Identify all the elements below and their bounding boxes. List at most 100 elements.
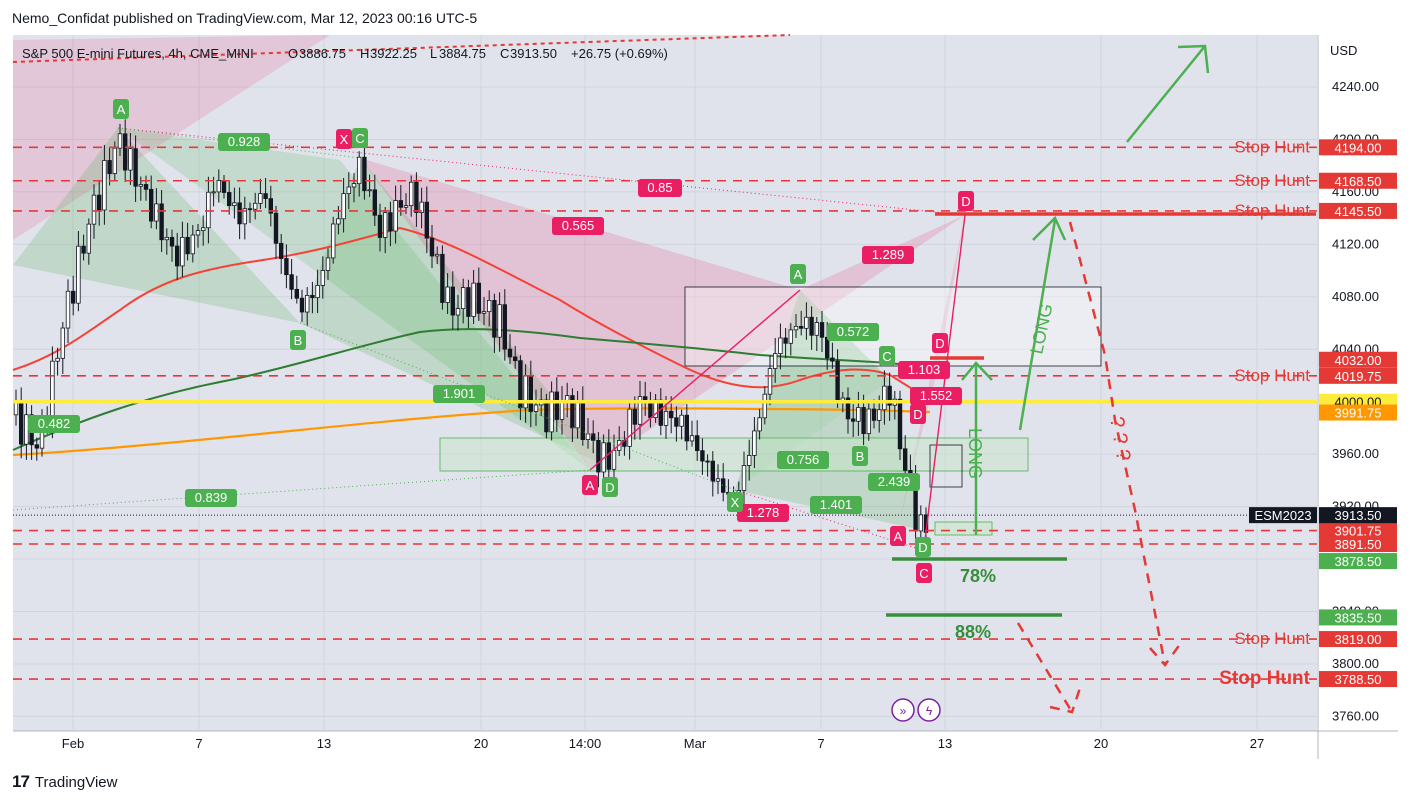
candle-body	[351, 183, 357, 188]
price-tag-label: 3901.75	[1335, 524, 1382, 539]
candle-body	[679, 414, 684, 427]
candle-body	[871, 408, 877, 421]
point-label-text: A	[586, 478, 595, 493]
bear-pattern-fill-3	[360, 158, 800, 470]
pattern-edges	[12, 127, 966, 551]
candle-body	[252, 202, 258, 210]
candle-body	[232, 202, 237, 206]
candle-body	[819, 322, 825, 338]
price-tag-label: 3835.50	[1335, 610, 1382, 625]
candle-body	[570, 395, 575, 429]
point-label	[727, 492, 743, 512]
ohlc-change: +26.75 (+0.69%)	[571, 46, 668, 61]
candle-body	[320, 270, 325, 286]
candle-body	[752, 430, 757, 456]
candle-body	[102, 160, 107, 211]
event-icon-2[interactable]	[917, 698, 941, 722]
candle-body	[611, 449, 617, 470]
ratio-label	[777, 451, 829, 469]
candle-body	[216, 180, 221, 193]
x-tick-label: 13	[938, 736, 952, 751]
candle-body	[721, 478, 726, 493]
bear-pattern-fill-2	[118, 128, 590, 470]
ratio-label	[910, 387, 962, 405]
candle-body	[226, 192, 232, 206]
bear-pattern-fill-1	[13, 35, 330, 240]
candle-body	[747, 455, 752, 466]
candles	[13, 119, 929, 549]
point-label	[916, 563, 932, 583]
point-label	[582, 475, 598, 495]
candle-body	[887, 385, 892, 406]
candle-body	[591, 433, 596, 441]
candle-body	[195, 230, 201, 236]
candle-body	[408, 181, 414, 206]
event-icon-1-glyph: »	[900, 704, 907, 718]
edge-4	[734, 489, 923, 551]
point-label-text: D	[913, 407, 922, 422]
point-label-text: A	[894, 529, 903, 544]
ohlc-high: 3922.25	[370, 46, 417, 61]
candle-body	[112, 147, 117, 174]
time-axis: Feb 7 13 20 14:00 Mar 7 13 20 27	[62, 736, 1264, 751]
candle-body	[778, 337, 783, 355]
candle-body	[24, 414, 29, 445]
svg-text:L: L	[430, 46, 437, 61]
candle-body	[97, 194, 102, 211]
candle-body	[13, 402, 19, 416]
ratio-label-text: 2.439	[878, 474, 911, 489]
candle-body	[330, 223, 336, 259]
publish-line: Nemo_Confidat published on TradingView.c…	[12, 10, 478, 26]
candle-body	[762, 393, 767, 419]
ratio-label-text: 1.552	[920, 388, 953, 403]
candle-body	[637, 396, 643, 425]
candle-body	[788, 329, 793, 344]
candle-body	[882, 385, 887, 411]
ohlc-open: 3886.75	[299, 46, 346, 61]
candle-body	[382, 212, 388, 238]
ohlc-values: O 3886.75 H 3922.25 L 3884.75 C 3913.50 +26.…	[288, 46, 668, 61]
price-tag-label: 3991.75	[1335, 406, 1382, 421]
candle-body	[695, 435, 700, 452]
point-label-text: D	[918, 540, 927, 555]
x-tick-label: 27	[1250, 736, 1264, 751]
candle-body	[60, 327, 65, 359]
edge-5	[589, 289, 801, 471]
y-tick-label: 3760.00	[1332, 708, 1379, 723]
svg-text:C: C	[500, 46, 509, 61]
price-tag-label: 3878.50	[1335, 554, 1382, 569]
candle-body	[804, 316, 809, 329]
ratio-label	[185, 489, 237, 507]
candle-body	[128, 148, 133, 171]
price-tag-label: 3788.50	[1335, 672, 1382, 687]
time-axis-pane[interactable]	[13, 731, 1398, 759]
candle-body	[200, 227, 206, 232]
ratio-label	[218, 133, 270, 151]
event-icon-1[interactable]	[891, 698, 915, 722]
candle-body	[91, 194, 97, 225]
ma-orange	[12, 407, 931, 457]
candle-body	[419, 201, 424, 213]
candle-body	[575, 400, 580, 429]
price-tag	[1319, 351, 1397, 368]
candle-body	[434, 253, 440, 257]
bear-pattern-fill-4	[590, 215, 965, 470]
candle-body	[429, 237, 435, 257]
candle-body	[845, 397, 851, 420]
event-icons[interactable]: » ϟ	[891, 698, 941, 722]
candle-body	[663, 410, 669, 426]
candle-body	[414, 181, 419, 213]
annotation-long-2: LONG	[965, 428, 985, 479]
candle-body	[341, 193, 346, 220]
ratio-label	[827, 323, 879, 341]
ma-red	[12, 226, 931, 401]
candle-body	[502, 304, 507, 350]
candle-body	[76, 245, 81, 304]
point-label-text: D	[961, 194, 970, 209]
svg-text:H: H	[360, 46, 369, 61]
candle-body	[793, 325, 799, 331]
point-label-text: C	[919, 566, 928, 581]
candle-body	[648, 401, 653, 419]
candle-body	[669, 410, 674, 419]
